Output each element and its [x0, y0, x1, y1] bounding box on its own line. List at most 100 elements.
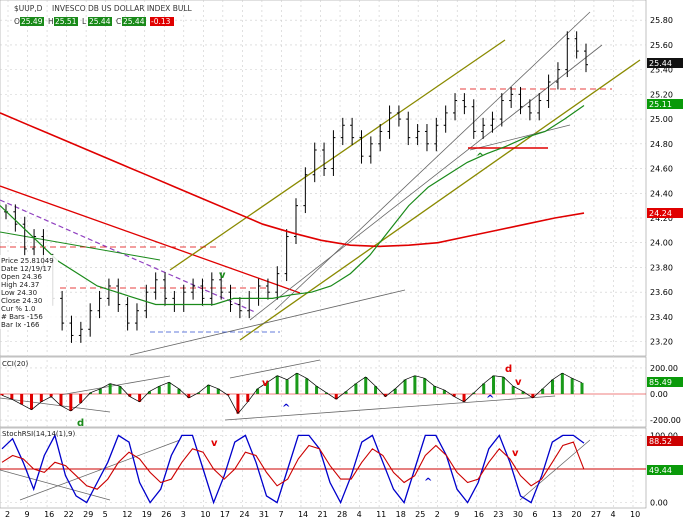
last-price-tag: 25.44 [647, 58, 683, 68]
moving-averages [0, 105, 585, 306]
stoch-fast-line [1, 433, 585, 505]
time-tick-label: 2 [5, 510, 10, 519]
ma-long-value: 24.24 [649, 209, 672, 218]
stoch-trendline-2 [19, 439, 181, 501]
ma-short-value: 25.11 [649, 100, 672, 109]
price-tick-label: 23.60 [650, 288, 673, 297]
price-bars [4, 31, 588, 343]
price-tick-label: 25.60 [650, 41, 673, 50]
time-tick-label: 3 [181, 510, 186, 519]
info-box-line: High 24.37 [1, 281, 39, 289]
stoch-fast-tag: 88.52 [647, 436, 683, 446]
header-value: 25.51 [55, 17, 77, 26]
header-value-bg [54, 17, 78, 26]
time-tick-label: 24 [239, 510, 249, 519]
info-box-line: Date 12/19/17 [1, 265, 51, 273]
header-label-L: L [82, 17, 87, 26]
axes: 25.80 25.60 25.40 25.20 25.00 24.80 24.60 24.40… [5, 16, 681, 519]
cci-annotation-d2: d [505, 364, 512, 375]
info-box-line: # Bars -156 [1, 313, 43, 321]
stoch-tick-label: 100.00 [650, 431, 678, 440]
cci-title: CCI(20) [2, 360, 28, 368]
ma-long-tag: 24.24 [647, 208, 683, 218]
time-tick-label: 16 [474, 510, 484, 519]
time-tick-label: 5 [103, 510, 108, 519]
price-tick-label: 25.20 [650, 90, 673, 99]
time-tick-label: 13 [552, 510, 562, 519]
time-tick-label: 9 [454, 510, 459, 519]
time-tick-label: 12 [122, 510, 132, 519]
time-tick-label: 17 [220, 510, 230, 519]
last-price-value: 25.44 [649, 59, 672, 68]
info-box-line: Bar Ix -166 [1, 321, 40, 329]
downtrend-line-red [0, 185, 301, 294]
price-tick-label: 23.20 [650, 338, 673, 347]
price-tick-label: 25.80 [650, 16, 673, 25]
stoch-trendline-3 [519, 439, 591, 501]
cci-value-tag: 85.49 [647, 377, 683, 387]
price-tick-label: 24.00 [650, 239, 673, 248]
trendline-green [0, 231, 161, 261]
price-tick-label: 23.80 [650, 263, 673, 272]
stoch-tick-label: 0.00 [650, 499, 668, 508]
cci-annotation-caret2: ^ [486, 394, 494, 405]
time-tick-label: 30 [513, 510, 523, 519]
cci-tick-label: 200.00 [650, 364, 678, 373]
time-tick-label: 9 [25, 510, 30, 519]
info-box-line: Cur % 1.0 [1, 305, 35, 313]
time-tick-label: 23 [493, 510, 503, 519]
info-box-line: Low 24.30 [1, 289, 37, 297]
time-tick-label: 28 [337, 510, 347, 519]
cci-trendline-2 [224, 395, 556, 421]
cci-trendline-4 [59, 375, 171, 396]
time-tick-label: 7 [278, 510, 283, 519]
time-tick-label: 14 [298, 510, 308, 519]
header-value-bg [150, 17, 174, 26]
time-tick-label: 21 [318, 510, 328, 519]
header-label-C: C [116, 17, 121, 26]
stoch-trendline-1 [0, 469, 111, 501]
instrument-title: INVESCO DB US DOLLAR INDEX BULL [52, 4, 193, 13]
info-box-line: Close 24.30 [1, 297, 42, 305]
cci-tick-label: -200.00 [650, 416, 681, 425]
time-tick-label: 25 [415, 510, 425, 519]
grid [0, 0, 646, 508]
info-box-line: Price 25.81049 [1, 257, 54, 265]
time-tick-label: 19 [142, 510, 152, 519]
cci-annotation-v2: v [515, 377, 522, 388]
channel-upper [169, 39, 506, 271]
time-tick-label: 29 [83, 510, 93, 519]
trendline-gray-2 [249, 44, 603, 321]
time-tick-label: 4 [610, 510, 615, 519]
stoch-slow-tag: 49.44 [647, 465, 683, 475]
price-tick-label: 25.40 [650, 66, 673, 75]
stoch-slow-value: 49.44 [649, 466, 672, 475]
header-value-bg [20, 17, 44, 26]
time-tick-label: 22 [64, 510, 74, 519]
price-tick-label: 24.40 [650, 189, 673, 198]
time-tick-label: 11 [376, 510, 386, 519]
cci-panel [0, 356, 647, 428]
stoch-annotation-v: v [211, 438, 218, 449]
price-panel [0, 0, 647, 357]
header-value: 25.44 [123, 17, 145, 26]
price-tick-label: 23.40 [650, 313, 673, 322]
time-tick-label: 31 [259, 510, 269, 519]
trendline-gray-3 [129, 289, 406, 356]
stoch-annotation-caret: ^ [424, 477, 432, 488]
stoch-slow-line [1, 441, 585, 490]
cci-tick-label: 0.00 [650, 390, 668, 399]
time-tick-label: 18 [396, 510, 406, 519]
stoch-fast-value: 88.52 [649, 437, 672, 446]
stochrsi-panel [0, 427, 647, 509]
cci-annotation-d: d [77, 418, 84, 429]
time-tick-label: 6 [532, 510, 537, 519]
price-tick-label: 25.00 [650, 115, 673, 124]
trendline-gray-1 [274, 11, 591, 311]
cci-value: 85.49 [649, 378, 672, 387]
time-tick-label: 2 [435, 510, 440, 519]
ma-short-line [0, 105, 585, 306]
header-label-O: O [14, 17, 20, 26]
stochrsi-title: StochRSI(14,14(1),9) [2, 430, 75, 438]
price-annotation-caret: ^ [476, 152, 484, 163]
